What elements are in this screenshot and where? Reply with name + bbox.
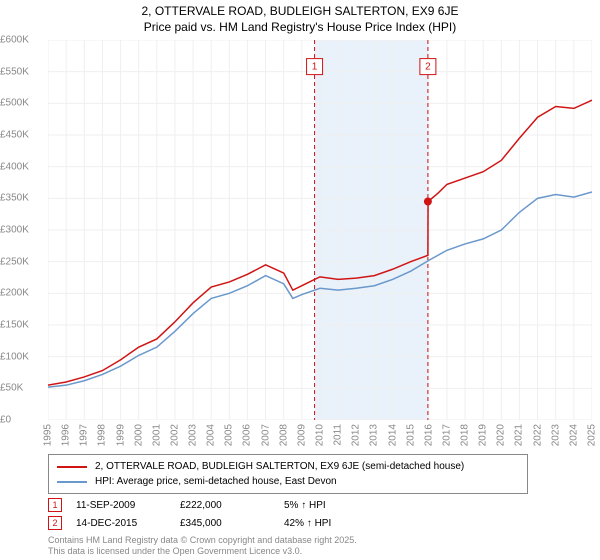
footer-line-2: This data is licensed under the Open Gov… bbox=[48, 546, 357, 558]
y-tick-label: £600K bbox=[0, 35, 45, 46]
y-tick-label: £300K bbox=[0, 225, 45, 236]
y-tick-label: £150K bbox=[0, 320, 45, 331]
x-tick-label: 1998 bbox=[97, 424, 108, 446]
title-line-1: 2, OTTERVALE ROAD, BUDLEIGH SALTERTON, E… bbox=[0, 4, 600, 20]
x-tick-label: 2006 bbox=[242, 424, 253, 446]
x-tick-label: 2025 bbox=[587, 424, 598, 446]
y-tick-label: £200K bbox=[0, 288, 45, 299]
y-tick-label: £400K bbox=[0, 161, 45, 172]
x-tick-label: 2023 bbox=[550, 424, 561, 446]
x-tick-label: 2011 bbox=[333, 424, 344, 446]
annotation-table: 1 11-SEP-2009 £222,000 5% ↑ HPI 2 14-DEC-2015… bbox=[48, 498, 592, 534]
x-tick-label: 2021 bbox=[514, 424, 525, 446]
title-line-2: Price paid vs. HM Land Registry's House … bbox=[0, 20, 600, 36]
legend-item: 2, OTTERVALE ROAD, BUDLEIGH SALTERTON, E… bbox=[57, 459, 519, 474]
annotation-marker: 1 bbox=[48, 498, 62, 512]
y-tick-label: £100K bbox=[0, 351, 45, 362]
y-tick-label: £500K bbox=[0, 98, 45, 109]
annotation-date: 14-DEC-2015 bbox=[76, 518, 166, 529]
x-tick-label: 2010 bbox=[315, 424, 326, 446]
x-tick-label: 2001 bbox=[151, 424, 162, 446]
annotation-row: 1 11-SEP-2009 £222,000 5% ↑ HPI bbox=[48, 498, 592, 512]
x-tick-label: 2020 bbox=[496, 424, 507, 446]
annotation-price: £345,000 bbox=[180, 518, 270, 529]
y-tick-label: £350K bbox=[0, 193, 45, 204]
x-tick-label: 2013 bbox=[369, 424, 380, 446]
legend-item: HPI: Average price, semi-detached house,… bbox=[57, 474, 519, 489]
x-tick-label: 2017 bbox=[441, 424, 452, 446]
x-tick-label: 1997 bbox=[79, 424, 90, 446]
legend-swatch bbox=[57, 466, 87, 468]
x-tick-label: 2007 bbox=[260, 424, 271, 446]
footer-line-1: Contains HM Land Registry data © Crown c… bbox=[48, 535, 357, 547]
chart-title-block: 2, OTTERVALE ROAD, BUDLEIGH SALTERTON, E… bbox=[0, 0, 600, 35]
legend-box: 2, OTTERVALE ROAD, BUDLEIGH SALTERTON, E… bbox=[48, 454, 528, 494]
x-tick-label: 2015 bbox=[405, 424, 416, 446]
x-tick-label: 2024 bbox=[568, 424, 579, 446]
annotation-marker: 2 bbox=[48, 516, 62, 530]
x-tick-label: 2009 bbox=[296, 424, 307, 446]
x-tick-label: 1995 bbox=[43, 424, 54, 446]
x-tick-label: 2000 bbox=[133, 424, 144, 446]
x-tick-label: 2018 bbox=[460, 424, 471, 446]
plot-area: 12 bbox=[48, 40, 592, 420]
legend-label: 2, OTTERVALE ROAD, BUDLEIGH SALTERTON, E… bbox=[95, 459, 464, 474]
y-tick-label: £0 bbox=[0, 415, 45, 426]
y-axis: £0£50K£100K£150K£200K£250K£300K£350K£400… bbox=[0, 40, 48, 420]
x-tick-label: 2002 bbox=[169, 424, 180, 446]
chart-marker-1: 1 bbox=[307, 59, 323, 75]
x-tick-label: 1999 bbox=[115, 424, 126, 446]
annotation-price: £222,000 bbox=[180, 500, 270, 511]
x-tick-label: 2003 bbox=[188, 424, 199, 446]
y-tick-label: £50K bbox=[0, 383, 45, 394]
annotation-delta: 5% ↑ HPI bbox=[284, 500, 374, 511]
x-tick-label: 2014 bbox=[387, 424, 398, 446]
y-tick-label: £550K bbox=[0, 66, 45, 77]
svg-text:2: 2 bbox=[425, 62, 431, 73]
footer-text: Contains HM Land Registry data © Crown c… bbox=[48, 535, 357, 558]
legend-label: HPI: Average price, semi-detached house,… bbox=[95, 474, 337, 489]
x-tick-label: 2022 bbox=[532, 424, 543, 446]
annotation-row: 2 14-DEC-2015 £345,000 42% ↑ HPI bbox=[48, 516, 592, 530]
plot-svg: 12 bbox=[48, 40, 592, 420]
legend-swatch bbox=[57, 481, 87, 483]
chart-marker-2: 2 bbox=[420, 59, 436, 75]
x-tick-label: 1996 bbox=[61, 424, 72, 446]
annotation-date: 11-SEP-2009 bbox=[76, 500, 166, 511]
x-axis: 1995199619971998199920002001200220032004… bbox=[48, 420, 592, 450]
chart-container: 2, OTTERVALE ROAD, BUDLEIGH SALTERTON, E… bbox=[0, 0, 600, 560]
x-tick-label: 2019 bbox=[478, 424, 489, 446]
x-tick-label: 2016 bbox=[423, 424, 434, 446]
svg-text:1: 1 bbox=[312, 62, 318, 73]
x-tick-label: 2004 bbox=[206, 424, 217, 446]
y-tick-label: £450K bbox=[0, 130, 45, 141]
annotation-delta: 42% ↑ HPI bbox=[284, 518, 374, 529]
x-tick-label: 2005 bbox=[224, 424, 235, 446]
x-tick-label: 2008 bbox=[278, 424, 289, 446]
x-tick-label: 2012 bbox=[351, 424, 362, 446]
y-tick-label: £250K bbox=[0, 256, 45, 267]
